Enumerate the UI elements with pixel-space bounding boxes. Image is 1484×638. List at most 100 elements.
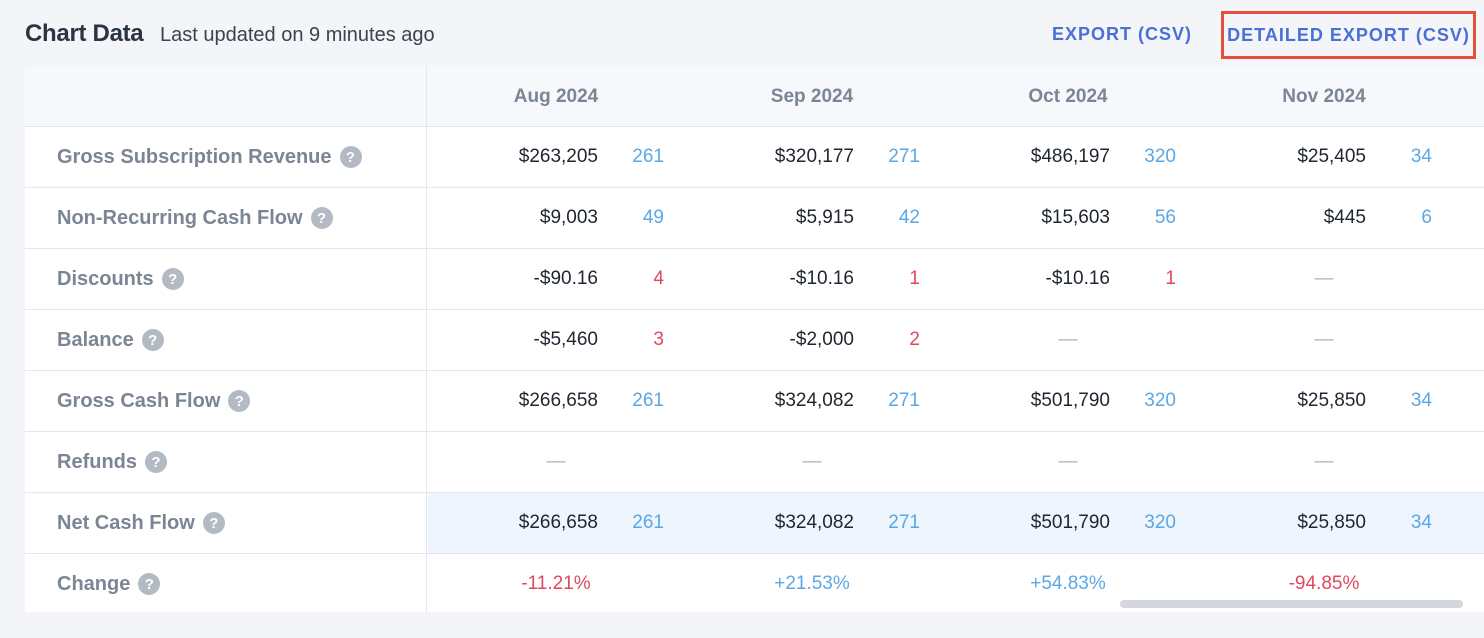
change-percent: -94.85% [1288, 573, 1360, 594]
cell-value: -$2,000 [789, 329, 854, 350]
table-row: Gross Cash Flow? $266,658 261 $324,082 271 $5… [25, 371, 1484, 432]
cell-count-link[interactable]: 34 [1410, 390, 1432, 411]
row-label: Balance? [57, 310, 164, 370]
row-label-text: Non-Recurring Cash Flow [57, 206, 303, 229]
empty-cell: — [1058, 329, 1078, 350]
month-header: Oct 2024 [1028, 85, 1108, 107]
row-label: Change? [57, 554, 161, 612]
question-circle-icon[interactable]: ? [145, 451, 167, 473]
cell-count-link[interactable]: 49 [642, 207, 664, 228]
cell-value: $445 [1323, 207, 1366, 228]
row-label-text: Gross Cash Flow [57, 389, 221, 412]
cell-count-link[interactable]: 320 [1144, 146, 1176, 167]
cell-value: $25,850 [1297, 512, 1366, 533]
question-circle-icon[interactable]: ? [202, 512, 225, 534]
row-highlight [428, 493, 1484, 553]
row-label: Discounts? [57, 249, 184, 309]
cell-value: $263,205 [518, 146, 598, 167]
cell-count-link[interactable]: 1 [909, 268, 920, 289]
month-header: Sep 2024 [770, 85, 854, 107]
row-label: Net Cash Flow? [57, 493, 225, 553]
row-label: Gross Cash Flow? [57, 371, 251, 431]
label-column-divider [25, 66, 427, 612]
cell-value: -$5,460 [533, 329, 598, 350]
cell-count-link[interactable]: 34 [1410, 146, 1432, 167]
chart-data-header: Chart Data Last updated on 9 minutes ago… [0, 0, 1484, 66]
table-row: Balance? -$5,460 3 -$2,000 2 — — [25, 310, 1484, 371]
empty-cell: — [1314, 451, 1334, 472]
cell-value: $324,082 [774, 390, 854, 411]
cell-value: -$10.16 [789, 268, 854, 289]
empty-cell: — [546, 451, 566, 472]
cell-count-link[interactable]: 4 [653, 268, 664, 289]
cell-value: $15,603 [1041, 207, 1110, 228]
empty-cell: — [802, 451, 822, 472]
cell-count-link[interactable]: 271 [888, 146, 920, 167]
table-row: Change? -11.21% +21.53% +54.83% -94.85% [25, 554, 1484, 612]
row-label-text: Net Cash Flow [57, 511, 195, 534]
detailed-export-csv-button[interactable]: DETAILED EXPORT (CSV) [1221, 11, 1476, 59]
detailed-export-csv-label: DETAILED EXPORT (CSV) [1227, 24, 1470, 45]
cell-count-link[interactable]: 261 [632, 512, 664, 533]
empty-cell: — [1058, 451, 1078, 472]
table-row: Non-Recurring Cash Flow? $9,003 49 $5,915 42… [25, 188, 1484, 249]
table-row: Net Cash Flow? $266,658 261 $324,082 271 $501… [25, 493, 1484, 554]
cell-count-link[interactable]: 1 [1165, 268, 1176, 289]
horizontal-scrollbar[interactable] [1120, 600, 1463, 608]
cell-count-link[interactable]: 42 [898, 207, 920, 228]
cell-count-link[interactable]: 261 [632, 390, 664, 411]
row-label-text: Gross Subscription Revenue [57, 145, 332, 168]
cell-value: $266,658 [518, 512, 598, 533]
cell-count-link[interactable]: 261 [632, 146, 664, 167]
empty-cell: — [1314, 329, 1334, 350]
question-circle-icon[interactable]: ? [161, 268, 184, 290]
question-circle-icon[interactable]: ? [141, 329, 164, 351]
cell-count-link[interactable]: 320 [1144, 512, 1176, 533]
question-circle-icon[interactable]: ? [339, 146, 362, 168]
chart-data-table: Gross Subscription Revenue? $263,205 261 $3… [25, 66, 1484, 612]
cell-count-link[interactable]: 271 [888, 390, 920, 411]
cell-value: $9,003 [539, 207, 598, 228]
row-label: Gross Subscription Revenue? [57, 127, 362, 187]
change-percent: -11.21% [521, 573, 591, 594]
cell-value: $320,177 [774, 146, 854, 167]
row-label: Refunds? [57, 432, 167, 492]
table-header-row [25, 66, 1484, 127]
cell-value: $5,915 [795, 207, 854, 228]
cell-value: $324,082 [774, 512, 854, 533]
empty-cell: — [1314, 268, 1334, 289]
row-label: Non-Recurring Cash Flow? [57, 188, 333, 248]
export-csv-button[interactable]: EXPORT (CSV) [1052, 24, 1193, 44]
cell-value: $25,850 [1297, 390, 1366, 411]
question-circle-icon[interactable]: ? [310, 207, 333, 229]
cell-count-link[interactable]: 271 [888, 512, 920, 533]
cell-count-link[interactable]: 56 [1154, 207, 1176, 228]
change-percent: +54.83% [1030, 573, 1106, 594]
row-label-text: Refunds [57, 450, 137, 473]
cell-count-link[interactable]: 3 [653, 329, 664, 350]
cell-value: -$10.16 [1045, 268, 1110, 289]
cell-value: $501,790 [1030, 390, 1110, 411]
table-row: Gross Subscription Revenue? $263,205 261 $3… [25, 127, 1484, 188]
question-circle-icon[interactable]: ? [138, 573, 161, 595]
month-header: Nov 2024 [1282, 85, 1366, 107]
last-updated-text: Last updated on 9 minutes ago [160, 24, 435, 46]
cell-value: $501,790 [1030, 512, 1110, 533]
table-row: Refunds? — — — — [25, 432, 1484, 493]
change-percent: +21.53% [774, 573, 850, 594]
cell-value: $486,197 [1030, 146, 1110, 167]
table-row: Discounts? -$90.16 4 -$10.16 1 -$10.16 1 — [25, 249, 1484, 310]
row-label-text: Balance [57, 328, 134, 351]
cell-count-link[interactable]: 6 [1421, 207, 1432, 228]
cell-count-link[interactable]: 34 [1410, 512, 1432, 533]
page-title: Chart Data [25, 20, 144, 47]
question-circle-icon[interactable]: ? [228, 390, 251, 412]
month-header: Aug 2024 [513, 85, 599, 107]
row-label-text: Discounts [57, 267, 154, 290]
row-label-text: Change [57, 572, 131, 595]
cell-count-link[interactable]: 320 [1144, 390, 1176, 411]
cell-value: -$90.16 [533, 268, 598, 289]
cell-value: $266,658 [518, 390, 598, 411]
cell-count-link[interactable]: 2 [909, 329, 920, 350]
cell-value: $25,405 [1297, 146, 1366, 167]
